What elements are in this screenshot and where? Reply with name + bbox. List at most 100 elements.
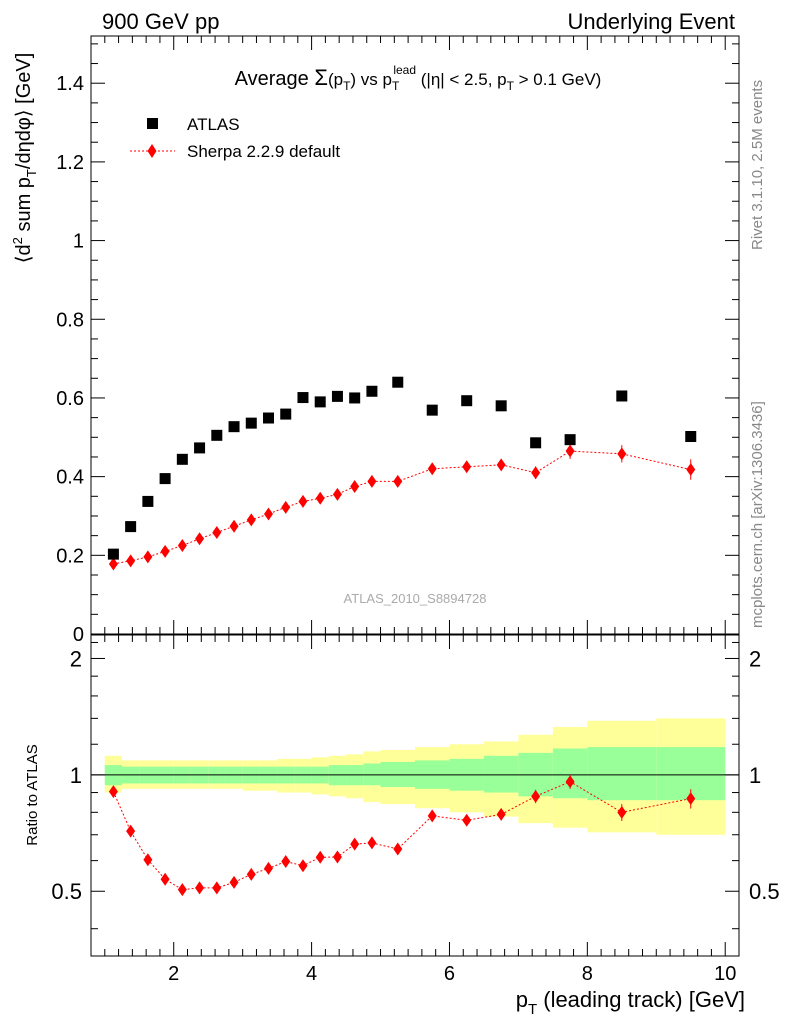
- sherpa-point: [212, 525, 222, 539]
- ratio-uncertainty-bands: [104, 718, 726, 835]
- sherpa-point: [264, 507, 274, 521]
- atlas-point: [142, 495, 154, 507]
- atlas-point: [280, 408, 292, 420]
- main-panel-frame: [90, 35, 740, 635]
- sherpa-point: [229, 519, 239, 533]
- legend: ATLAS Sherpa 2.2.9 default: [130, 115, 340, 161]
- sherpa-point: [332, 487, 342, 501]
- ratio-inner-band: [587, 747, 657, 801]
- main-panel: 0 0.2 0.4 0.6 0.8 1 1.2 1.4 Average Σ(pT) vs pT…: [10, 35, 740, 646]
- ratio-y-tick-label: 1: [70, 763, 82, 788]
- sherpa-point: [393, 474, 403, 488]
- ratio-sherpa-point: [246, 867, 256, 881]
- ratio-sherpa-point: [565, 775, 575, 789]
- ratio-sherpa-point: [177, 883, 187, 897]
- sherpa-point: [246, 513, 256, 527]
- mcplots-label: mcplots.cern.ch [arXiv:1306.3436]: [749, 401, 766, 628]
- ratio-sherpa-point: [298, 859, 308, 873]
- x-tick-label: 10: [714, 963, 736, 985]
- ratio-sherpa-point: [617, 805, 627, 819]
- atlas-point: [564, 434, 576, 446]
- sherpa-point: [281, 500, 291, 514]
- series-sherpa: [108, 443, 696, 571]
- rivet-version-label: Rivet 3.1.10, 2.5M events: [749, 80, 766, 250]
- atlas-point: [392, 376, 404, 388]
- sherpa-point: [177, 538, 187, 552]
- atlas-point: [685, 431, 697, 443]
- sherpa-point: [427, 462, 437, 476]
- ratio-sherpa-point: [229, 875, 239, 889]
- ratio-sherpa-point: [195, 881, 205, 895]
- atlas-point: [495, 400, 507, 412]
- sherpa-point: [298, 494, 308, 508]
- ratio-y-tick-label-right: 0.5: [749, 879, 780, 904]
- atlas-point: [366, 385, 378, 397]
- atlas-point: [426, 404, 438, 416]
- header-left: 900 GeV pp: [102, 9, 219, 34]
- ratio-sherpa-point: [686, 792, 696, 806]
- ratio-y-tick-label-right: 2: [749, 646, 761, 671]
- ratio-panel-frame: [90, 634, 740, 957]
- atlas-point: [194, 442, 206, 454]
- sherpa-point: [350, 479, 360, 493]
- legend-marker-atlas: [147, 118, 158, 129]
- main-y-tick-label: 0: [73, 624, 84, 646]
- sherpa-point: [195, 532, 205, 546]
- main-plot-title: Average Σ(pT) vs pTlead (|η| < 2.5, pT >…: [235, 63, 602, 93]
- ratio-sherpa-point: [143, 853, 153, 867]
- sherpa-point: [367, 474, 377, 488]
- sherpa-point: [160, 544, 170, 558]
- sherpa-point: [315, 491, 325, 505]
- sherpa-point: [617, 447, 627, 461]
- atlas-point: [530, 437, 542, 449]
- main-panel-axes: 0 0.2 0.4 0.6 0.8 1 1.2 1.4: [56, 36, 739, 646]
- sherpa-point: [126, 554, 136, 568]
- main-y-tick-label: 0.8: [56, 309, 84, 331]
- ratio-sherpa-point: [367, 836, 377, 850]
- atlas-point: [107, 548, 119, 560]
- ratio-inner-band: [552, 748, 588, 799]
- ratio-y-axis-label: Ratio to ATLAS: [24, 744, 41, 845]
- ratio-sherpa-point: [315, 850, 325, 864]
- atlas-point: [125, 521, 137, 533]
- atlas-point: [211, 429, 223, 441]
- atlas-point: [297, 392, 309, 404]
- sherpa-point: [531, 466, 541, 480]
- atlas-point: [263, 412, 275, 424]
- ratio-sherpa-point: [332, 850, 342, 864]
- atlas-point: [314, 396, 326, 408]
- x-tick-label: 8: [582, 963, 593, 985]
- ratio-sherpa-point: [108, 785, 118, 799]
- sherpa-point: [108, 557, 118, 571]
- ratio-panel: 0.5 0.5 1 1 2 2 2 4 6 8 10 Ratio to ATLAS pT (lead…: [24, 634, 780, 1018]
- atlas-point: [159, 473, 171, 485]
- ratio-panel-axes: 0.5 0.5 1 1 2 2 2 4 6 8 10: [51, 635, 780, 985]
- atlas-point: [176, 453, 188, 465]
- main-y-tick-label: 1.4: [56, 73, 84, 95]
- ratio-sherpa-point: [160, 872, 170, 886]
- ratio-sherpa-point: [281, 854, 291, 868]
- ratio-sherpa-point: [126, 824, 136, 838]
- atlas-point: [461, 395, 473, 407]
- ratio-inner-band: [483, 755, 519, 793]
- ratio-sherpa-point: [393, 842, 403, 856]
- atlas-point: [331, 390, 343, 402]
- ratio-sherpa-point: [427, 809, 437, 823]
- ratio-y-tick-label: 2: [70, 646, 82, 671]
- x-tick-label: 4: [306, 963, 317, 985]
- ratio-sherpa-point: [531, 789, 541, 803]
- atlas-point: [245, 417, 257, 429]
- sherpa-line: [113, 450, 691, 565]
- main-y-tick-label: 0.4: [56, 467, 84, 489]
- analysis-watermark: ATLAS_2010_S8894728: [344, 591, 487, 606]
- sherpa-point: [565, 444, 575, 458]
- ratio-sherpa-point: [350, 837, 360, 851]
- ratio-sherpa-point: [212, 881, 222, 895]
- sherpa-point: [462, 460, 472, 474]
- legend-label-sherpa: Sherpa 2.2.9 default: [187, 142, 340, 161]
- ratio-sherpa-point: [264, 861, 274, 875]
- atlas-point: [349, 392, 361, 404]
- main-y-tick-label: 1: [73, 231, 84, 253]
- ratio-sherpa-point: [496, 807, 506, 821]
